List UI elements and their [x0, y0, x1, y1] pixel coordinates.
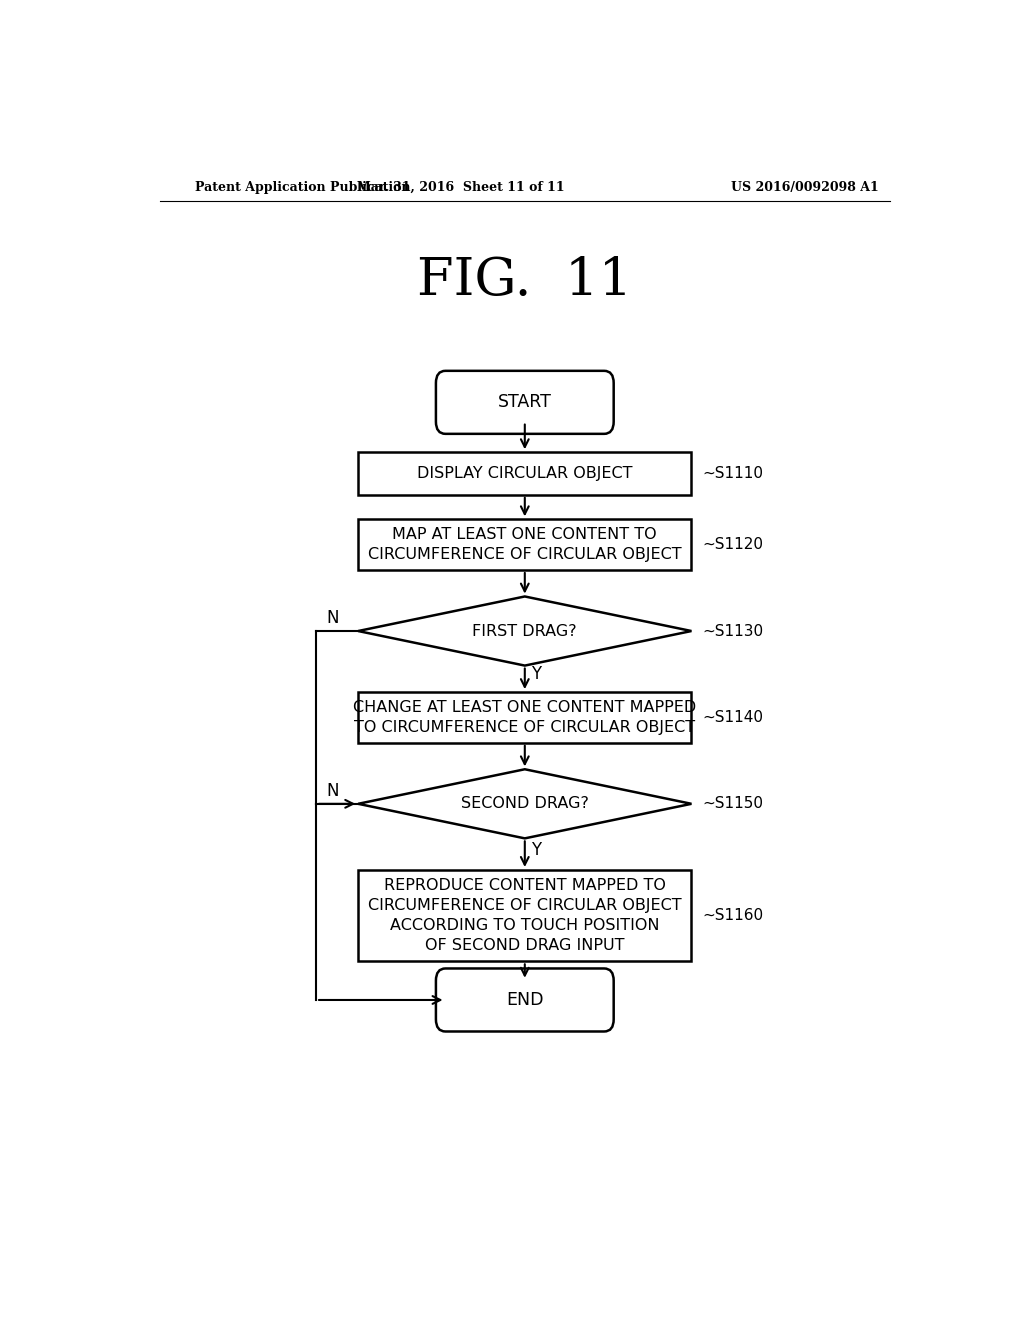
Text: ~S1150: ~S1150	[702, 796, 764, 812]
Text: ~S1140: ~S1140	[702, 710, 764, 725]
Text: DISPLAY CIRCULAR OBJECT: DISPLAY CIRCULAR OBJECT	[417, 466, 633, 480]
FancyBboxPatch shape	[436, 969, 613, 1031]
FancyBboxPatch shape	[436, 371, 613, 434]
Text: END: END	[506, 991, 544, 1008]
Text: Y: Y	[531, 841, 542, 858]
Text: ~S1130: ~S1130	[702, 623, 764, 639]
Text: US 2016/0092098 A1: US 2016/0092098 A1	[731, 181, 879, 194]
Text: REPRODUCE CONTENT MAPPED TO
CIRCUMFERENCE OF CIRCULAR OBJECT
ACCORDING TO TOUCH : REPRODUCE CONTENT MAPPED TO CIRCUMFERENC…	[368, 878, 682, 953]
Text: Patent Application Publication: Patent Application Publication	[196, 181, 411, 194]
Bar	[358, 519, 691, 570]
Bar	[358, 870, 691, 961]
Text: FIG.  11: FIG. 11	[417, 255, 633, 306]
Text: N: N	[327, 609, 339, 627]
Bar	[358, 453, 691, 495]
Text: MAP AT LEAST ONE CONTENT TO
CIRCUMFERENCE OF CIRCULAR OBJECT: MAP AT LEAST ONE CONTENT TO CIRCUMFERENC…	[368, 527, 682, 562]
Text: N: N	[327, 781, 339, 800]
Text: FIRST DRAG?: FIRST DRAG?	[472, 623, 578, 639]
Polygon shape	[358, 597, 691, 665]
Text: ~S1120: ~S1120	[702, 537, 764, 552]
Bar	[358, 692, 691, 743]
Text: Y: Y	[531, 665, 542, 682]
Text: SECOND DRAG?: SECOND DRAG?	[461, 796, 589, 812]
Polygon shape	[358, 770, 691, 838]
Text: ~S1160: ~S1160	[702, 908, 764, 923]
Text: Mar. 31, 2016  Sheet 11 of 11: Mar. 31, 2016 Sheet 11 of 11	[357, 181, 565, 194]
Text: CHANGE AT LEAST ONE CONTENT MAPPED
TO CIRCUMFERENCE OF CIRCULAR OBJECT: CHANGE AT LEAST ONE CONTENT MAPPED TO CI…	[353, 700, 696, 735]
Text: START: START	[498, 393, 552, 412]
Text: ~S1110: ~S1110	[702, 466, 764, 480]
